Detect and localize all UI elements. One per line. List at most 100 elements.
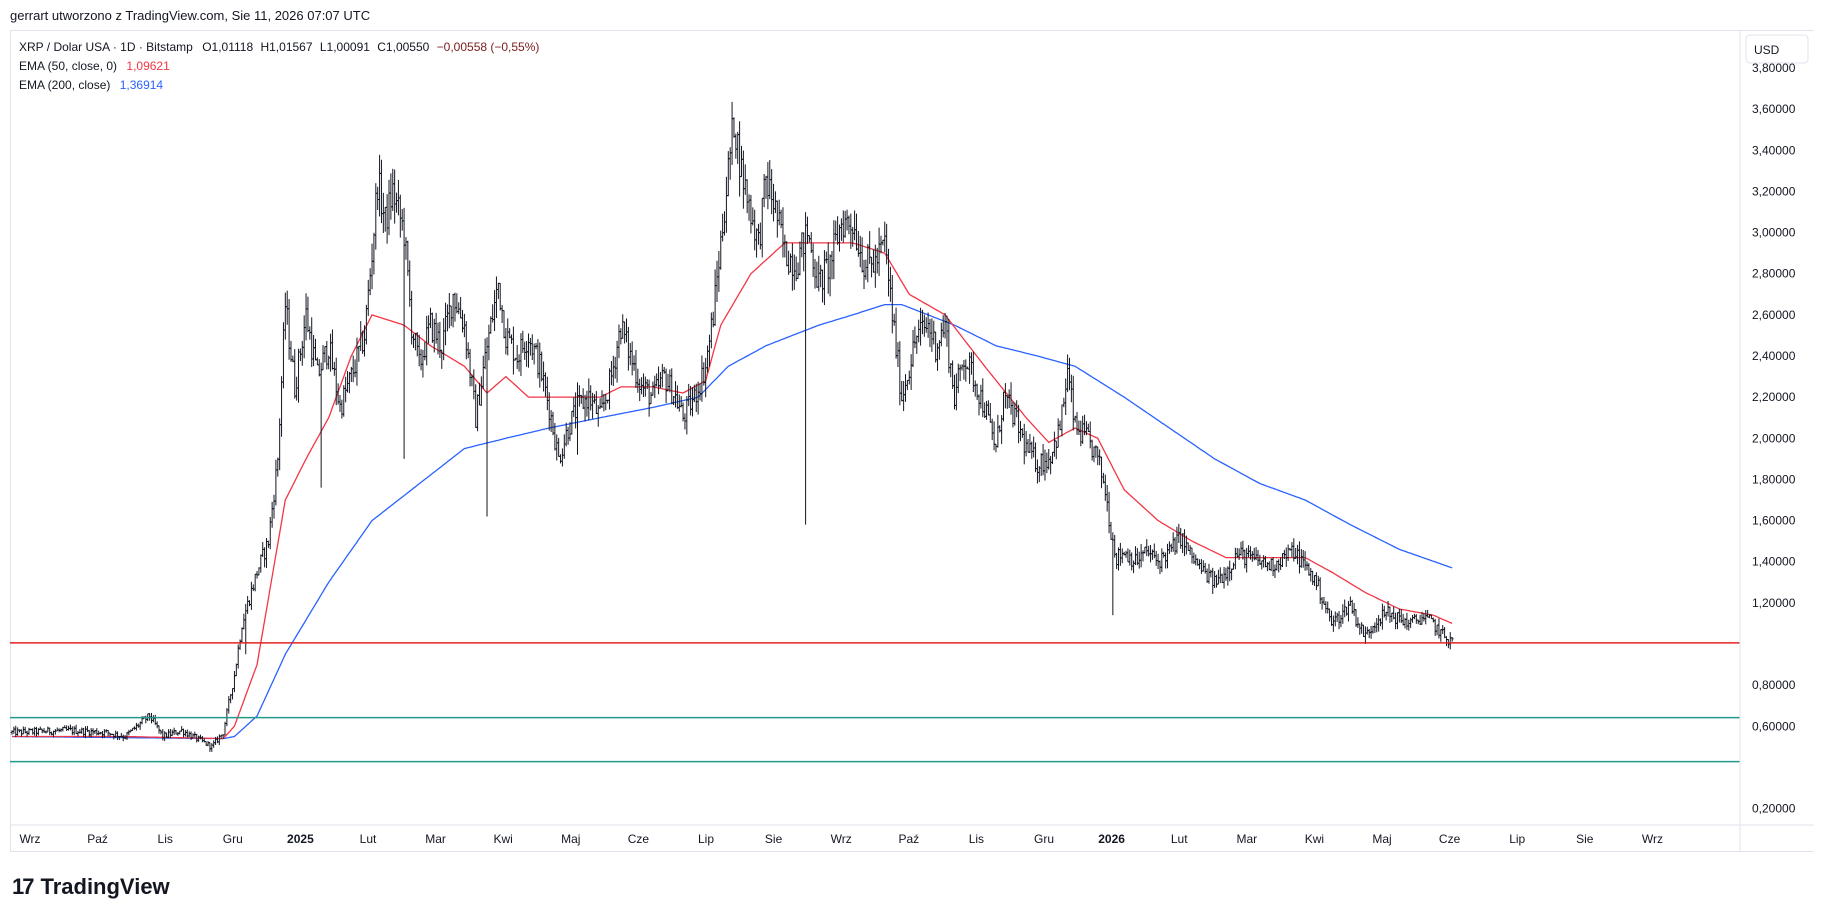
candle[interactable] [723,211,727,236]
candle[interactable] [949,363,953,378]
candle[interactable] [1075,412,1079,435]
candle[interactable] [1375,617,1379,633]
candle[interactable] [834,220,838,241]
candle[interactable] [1358,623,1362,635]
candle[interactable] [853,210,857,241]
candle[interactable] [430,312,434,343]
candle[interactable] [1337,611,1341,630]
candle[interactable] [1139,543,1143,568]
candle[interactable] [366,279,370,316]
candle[interactable] [1450,637,1454,642]
candle[interactable] [839,218,843,241]
candle[interactable] [1313,575,1317,587]
candle[interactable] [342,385,346,417]
candle[interactable] [200,735,204,743]
candle[interactable] [1444,636,1448,647]
candle[interactable] [611,355,615,387]
candle[interactable] [798,241,802,276]
candle[interactable] [1167,541,1171,555]
candle[interactable] [182,728,186,738]
candle[interactable] [660,363,664,388]
candle[interactable] [1414,614,1418,624]
candle[interactable] [479,376,483,406]
candle[interactable] [16,727,20,736]
candle[interactable] [1022,423,1026,465]
candle[interactable] [600,390,604,409]
candle[interactable] [1280,553,1284,568]
candle[interactable] [662,366,666,374]
candle[interactable] [376,186,380,211]
candle[interactable] [263,547,267,568]
candle[interactable] [542,361,546,392]
candle[interactable] [170,729,174,736]
candle[interactable] [1060,404,1064,437]
candle[interactable] [623,321,627,344]
candle[interactable] [1322,596,1326,605]
candle[interactable] [1279,557,1283,570]
candle[interactable] [419,349,423,371]
candle[interactable] [1069,374,1073,403]
candle[interactable] [1118,542,1122,566]
candle[interactable] [1032,436,1036,458]
candle[interactable] [321,345,325,371]
currency-selector[interactable]: USD [1745,34,1809,64]
candle[interactable] [370,243,374,290]
candle[interactable] [338,395,342,412]
candle[interactable] [953,374,956,410]
candle[interactable] [713,269,717,326]
candle[interactable] [78,729,82,734]
candle[interactable] [787,250,791,275]
candle[interactable] [649,391,653,405]
candle[interactable] [232,670,236,693]
candle[interactable] [172,727,176,735]
candle[interactable] [888,266,892,302]
candle[interactable] [802,232,806,272]
candle[interactable] [841,210,845,243]
candle[interactable] [1147,545,1151,557]
candle[interactable] [917,319,921,343]
candle[interactable] [1049,455,1053,475]
candle[interactable] [1207,563,1211,584]
candle[interactable] [664,368,668,404]
candle[interactable] [983,402,987,418]
candle[interactable] [894,307,898,359]
candle[interactable] [244,603,248,655]
candle[interactable] [1243,549,1247,569]
candle[interactable] [994,443,998,453]
candle[interactable] [304,293,308,341]
candle[interactable] [1335,612,1339,622]
candle[interactable] [1120,548,1124,564]
candle[interactable] [506,318,510,356]
candle[interactable] [860,237,864,273]
candle[interactable] [351,355,355,383]
candle[interactable] [517,354,521,372]
candle[interactable] [1026,438,1030,453]
candle[interactable] [246,596,250,614]
candle[interactable] [264,538,268,568]
candle[interactable] [689,385,693,416]
candle[interactable] [1203,562,1207,574]
candle[interactable] [511,326,515,375]
candle[interactable] [474,384,478,428]
candle[interactable] [547,392,551,431]
candle[interactable] [871,249,875,273]
candle[interactable] [206,741,210,747]
candle[interactable] [1286,544,1290,562]
candle[interactable] [1051,451,1055,465]
candle[interactable] [977,394,981,416]
candle[interactable] [879,235,883,254]
candle[interactable] [389,173,393,220]
candle[interactable] [875,247,879,274]
candle[interactable] [310,317,314,368]
candle[interactable] [1086,423,1090,433]
candle[interactable] [46,726,50,733]
candle[interactable] [297,348,301,403]
candle[interactable] [845,209,849,231]
candle[interactable] [734,133,738,159]
candle[interactable] [1115,552,1119,570]
candle[interactable] [1215,574,1219,588]
candle[interactable] [1367,628,1371,639]
candle[interactable] [832,220,836,280]
candle[interactable] [383,206,387,232]
candle[interactable] [866,243,870,283]
